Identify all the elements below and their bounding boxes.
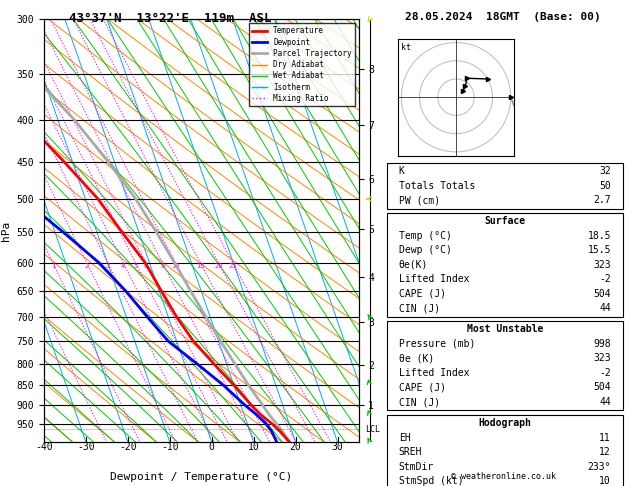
Text: 15: 15 xyxy=(196,263,204,269)
Text: StmSpd (kt): StmSpd (kt) xyxy=(399,476,463,486)
FancyBboxPatch shape xyxy=(387,163,623,208)
Text: Surface: Surface xyxy=(484,216,525,226)
Text: -2: -2 xyxy=(599,274,611,284)
Text: 998: 998 xyxy=(593,339,611,349)
Text: 20: 20 xyxy=(290,442,301,452)
Text: EH: EH xyxy=(399,433,410,443)
FancyBboxPatch shape xyxy=(387,415,623,486)
Text: SREH: SREH xyxy=(399,447,422,457)
Text: 44: 44 xyxy=(599,397,611,407)
Text: CAPE (J): CAPE (J) xyxy=(399,289,445,299)
Text: 11: 11 xyxy=(599,433,611,443)
Text: 3: 3 xyxy=(106,263,110,269)
Text: 4: 4 xyxy=(121,263,125,269)
Legend: Temperature, Dewpoint, Parcel Trajectory, Dry Adiabat, Wet Adiabat, Isotherm, Mi: Temperature, Dewpoint, Parcel Trajectory… xyxy=(248,23,355,106)
Text: -30: -30 xyxy=(77,442,95,452)
Text: kt: kt xyxy=(401,42,411,52)
Text: 504: 504 xyxy=(593,289,611,299)
Y-axis label: km
ASL: km ASL xyxy=(393,231,411,252)
Text: -20: -20 xyxy=(119,442,136,452)
Y-axis label: hPa: hPa xyxy=(1,221,11,241)
Text: 43°37'N  13°22'E  119m  ASL: 43°37'N 13°22'E 119m ASL xyxy=(69,12,271,25)
Text: -10: -10 xyxy=(161,442,179,452)
Text: 10: 10 xyxy=(248,442,260,452)
Text: PW (cm): PW (cm) xyxy=(399,195,440,205)
Text: 6: 6 xyxy=(143,263,148,269)
Text: © weatheronline.co.uk: © weatheronline.co.uk xyxy=(451,472,555,481)
FancyBboxPatch shape xyxy=(387,213,623,317)
Text: CIN (J): CIN (J) xyxy=(399,397,440,407)
Text: Hodograph: Hodograph xyxy=(478,418,532,428)
Text: Pressure (mb): Pressure (mb) xyxy=(399,339,475,349)
Text: Totals Totals: Totals Totals xyxy=(399,181,475,191)
Text: 28.05.2024  18GMT  (Base: 00): 28.05.2024 18GMT (Base: 00) xyxy=(405,12,601,22)
Text: Dewpoint / Temperature (°C): Dewpoint / Temperature (°C) xyxy=(110,472,292,482)
FancyBboxPatch shape xyxy=(387,321,623,410)
Text: 20: 20 xyxy=(214,263,223,269)
Text: Dewp (°C): Dewp (°C) xyxy=(399,245,452,255)
Text: 18.5: 18.5 xyxy=(587,231,611,241)
Text: 15.5: 15.5 xyxy=(587,245,611,255)
Text: LCL: LCL xyxy=(365,424,380,434)
Text: 44: 44 xyxy=(599,303,611,313)
Text: CAPE (J): CAPE (J) xyxy=(399,382,445,393)
Text: 2.7: 2.7 xyxy=(593,195,611,205)
Text: Temp (°C): Temp (°C) xyxy=(399,231,452,241)
Text: 32: 32 xyxy=(599,166,611,176)
Text: 504: 504 xyxy=(593,382,611,393)
Text: 25: 25 xyxy=(228,263,237,269)
Text: 50: 50 xyxy=(599,181,611,191)
Text: 323: 323 xyxy=(593,260,611,270)
Text: 8: 8 xyxy=(160,263,165,269)
Text: Lifted Index: Lifted Index xyxy=(399,274,469,284)
Text: -2: -2 xyxy=(599,368,611,378)
Text: Lifted Index: Lifted Index xyxy=(399,368,469,378)
Text: 323: 323 xyxy=(593,353,611,364)
Text: 233°: 233° xyxy=(587,462,611,471)
Text: 1: 1 xyxy=(51,263,55,269)
Text: 5: 5 xyxy=(133,263,138,269)
Text: 2: 2 xyxy=(85,263,89,269)
Text: StmDir: StmDir xyxy=(399,462,434,471)
Text: Most Unstable: Most Unstable xyxy=(467,324,543,334)
Text: 10: 10 xyxy=(171,263,180,269)
Text: -40: -40 xyxy=(35,442,53,452)
Text: 12: 12 xyxy=(599,447,611,457)
Text: K: K xyxy=(399,166,404,176)
Text: 0: 0 xyxy=(209,442,214,452)
Text: θe(K): θe(K) xyxy=(399,260,428,270)
Text: 10: 10 xyxy=(599,476,611,486)
Text: 30: 30 xyxy=(331,442,343,452)
Text: θe (K): θe (K) xyxy=(399,353,434,364)
Text: CIN (J): CIN (J) xyxy=(399,303,440,313)
